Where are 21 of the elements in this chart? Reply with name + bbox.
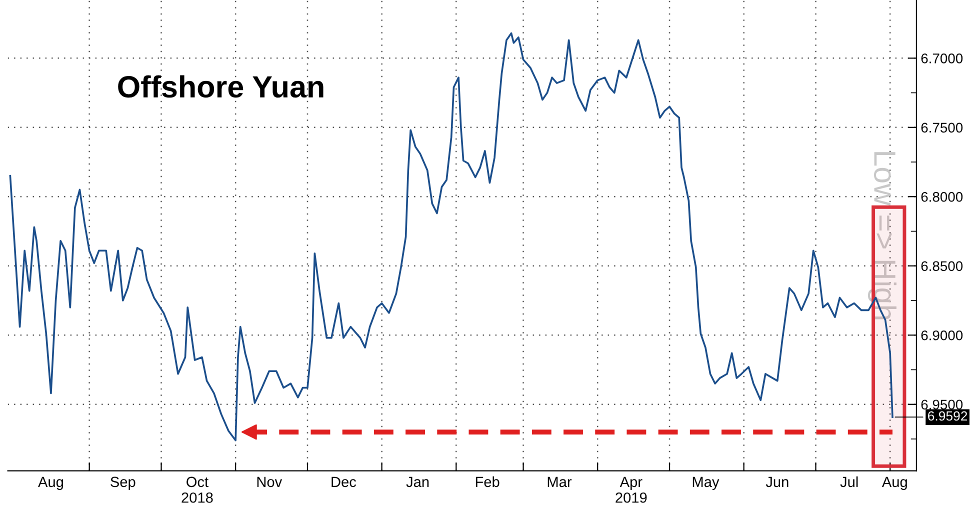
y-tick-label: 6.8000 (921, 192, 963, 202)
x-tick-label: Jan (406, 476, 429, 488)
annotation: 6.9592 (928, 411, 968, 421)
x-tick-label: Feb (476, 476, 500, 488)
x-tick-label: Aug (38, 476, 63, 490)
x-tick-label: Mar (548, 476, 572, 488)
x-tick-label: Nov (257, 476, 282, 488)
x-tick-label: Oct 2018 (182, 476, 213, 503)
y-tick-label: 6.9000 (921, 330, 963, 340)
x-tick-label: May (692, 476, 720, 490)
x-tick-label: Jun (766, 476, 788, 488)
y-tick-label: 6.7500 (921, 122, 963, 133)
text: Offshore Yuan (118, 75, 324, 98)
y-tick-label: 6.7000 (921, 53, 963, 64)
y-tick-label: 6.8500 (921, 261, 963, 272)
x-tick-label: Jul (840, 476, 858, 488)
x-tick-label: Aug (882, 476, 907, 490)
x-tick-label: Apr 2019 (616, 476, 647, 503)
y-tick-label: 6.9500 (921, 400, 963, 410)
x-tick-label: Sep (110, 476, 136, 490)
x-tick-label: Dec (332, 476, 356, 488)
